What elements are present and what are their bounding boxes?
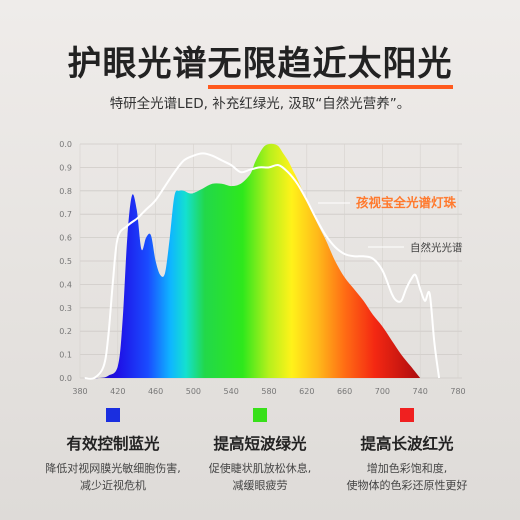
feature-green: 提高短波绿光 促使睫状肌放松休息, 减缓眼疲劳 <box>187 408 333 494</box>
feature-red-desc-line2: 使物体的色彩还原性更好 <box>346 479 468 492</box>
y-tick-label: 0.7 <box>59 210 72 219</box>
x-tick-label: 780 <box>450 387 465 396</box>
x-tick-label: 620 <box>299 387 314 396</box>
feature-green-desc-line2: 减缓眼疲劳 <box>232 479 288 492</box>
feature-red: 提高长波红光 增加色彩饱和度, 使物体的色彩还原性更好 <box>334 408 480 494</box>
feature-green-title: 提高短波绿光 <box>213 435 307 453</box>
x-tick-label: 700 <box>375 387 390 396</box>
feature-green-desc-line1: 促使睫状肌放松休息, <box>208 462 312 475</box>
y-tick-label: 0.2 <box>59 327 72 336</box>
x-axis: 380 420 460 500 540 580 620 660 700 740 780 <box>72 387 465 396</box>
feature-blue-title: 有效控制蓝光 <box>66 435 160 453</box>
page-subtitle: 特研全光谱LED, 补充红绿光, 汲取“自然光营养”。 <box>109 96 411 112</box>
red-marker-icon <box>400 408 414 422</box>
page-title: 护眼光谱无限趋近太阳光 <box>0 36 520 89</box>
led-series-label: 孩视宝全光谱灯珠 <box>356 195 457 210</box>
x-tick-label: 580 <box>261 387 276 396</box>
feature-red-title: 提高长波红光 <box>360 435 454 453</box>
feature-columns: 有效控制蓝光 降低对视网膜光敏细胞伤害, 减少近视危机 提高短波绿光 促使睫状肌放… <box>40 408 480 518</box>
x-tick-label: 500 <box>186 387 201 396</box>
title-highlight: 无限趋近太阳光 <box>207 36 453 89</box>
feature-blue-desc-line2: 减少近视危机 <box>80 479 146 492</box>
y-tick-label: 0.9 <box>59 163 72 172</box>
led-spectrum-area <box>80 143 421 379</box>
y-tick-label: 0.5 <box>59 257 72 266</box>
y-tick-label: 0.6 <box>59 234 72 243</box>
y-axis: 0.0 0.1 0.2 0.3 0.4 0.5 0.6 0.7 0.8 0.9 0.0 <box>59 140 72 383</box>
y-tick-label: 0.0 <box>59 374 72 383</box>
green-marker-icon <box>253 408 267 422</box>
spectrum-chart: 0.0 0.1 0.2 0.3 0.4 0.5 0.6 0.7 0.8 0.9 0.0 380 420… <box>59 140 465 396</box>
feature-red-desc-line1: 增加色彩饱和度, <box>366 462 448 475</box>
sun-series-label: 自然光光谱 <box>410 241 463 254</box>
x-tick-label: 420 <box>110 387 125 396</box>
y-tick-label: 0.4 <box>59 280 72 289</box>
x-tick-label: 740 <box>413 387 428 396</box>
y-tick-label: 0.8 <box>59 187 72 196</box>
feature-blue-desc-line1: 降低对视网膜光敏细胞伤害, <box>45 462 181 475</box>
x-tick-label: 660 <box>337 387 352 396</box>
x-tick-label: 460 <box>148 387 163 396</box>
x-tick-label: 380 <box>72 387 87 396</box>
blue-marker-icon <box>106 408 120 422</box>
y-tick-label: 0.0 <box>59 140 72 149</box>
x-tick-label: 540 <box>224 387 239 396</box>
title-plain: 护眼光谱 <box>67 44 208 84</box>
feature-blue: 有效控制蓝光 降低对视网膜光敏细胞伤害, 减少近视危机 <box>40 408 186 494</box>
y-tick-label: 0.3 <box>59 304 72 313</box>
sunlight-spectrum-line <box>84 152 441 380</box>
y-tick-label: 0.1 <box>59 351 72 360</box>
